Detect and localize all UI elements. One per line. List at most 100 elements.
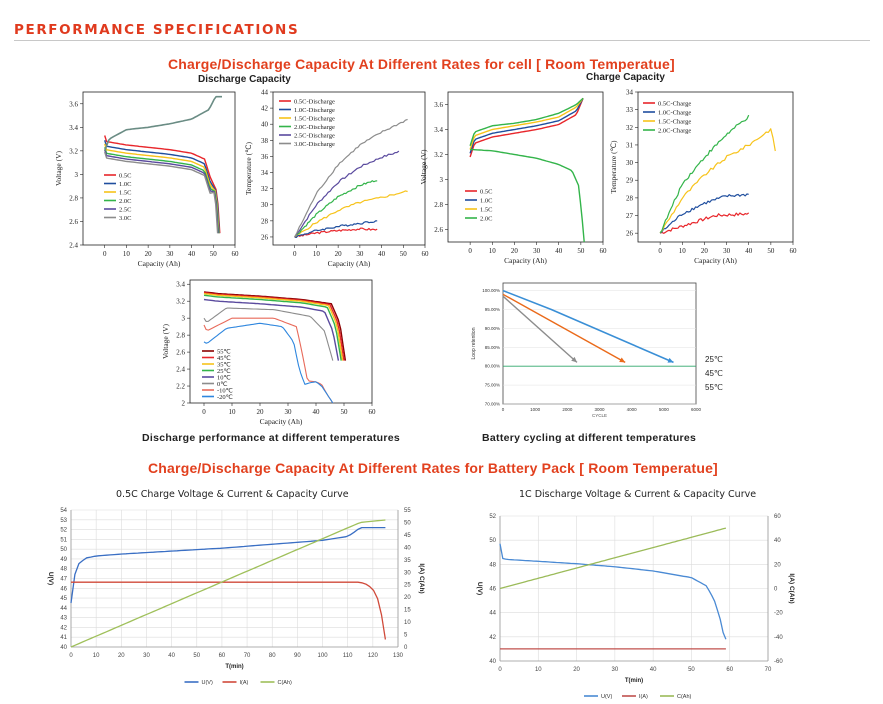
pd-ylabel-right: I(A) C(Ah) [788,573,795,603]
cdtemp-series--10℃ [203,317,334,404]
pd-xtick-label: 30 [612,667,619,673]
cdt-legend-bg [276,96,342,150]
chart-discharge-different-temperatures: 0 10 20 30 40 50 60 2 2.2 2.4 2.6 2.8 3 3.2 3.4 Capacit… [161,279,377,426]
pc-ytick-right: 20 [404,595,411,601]
cdt-xtick-label: 30 [356,250,364,258]
cyc-legend-label: 45℃ [705,369,723,378]
cyc-xtick-label: 5000 [659,407,670,412]
cdv-ytick-label: 2.6 [69,218,78,226]
cdv-legend-label: 3.0C [119,215,131,222]
cct-legend-label: 2.0C-Charge [658,128,691,135]
cyc-ylabel: Loop retention [471,327,477,359]
pc-ytick-left: 54 [60,508,67,514]
pc-ytick-right: 55 [404,508,411,514]
cyc-arrowhead-25℃ [667,357,674,363]
pc-ytick-left: 53 [60,518,67,524]
cct-series-1.0C-Charge [659,193,749,234]
page-header-title: PERFORMANCE SPECIFICATIONS [14,22,300,38]
chart-cell-charge-voltage: 0 10 20 30 40 50 60 2.6 2.8 3 3.2 3.4 3.6 Capacity (A… [419,91,608,265]
cct-ytick-label: 34 [626,89,634,97]
cdtemp-ytick-label: 2.8 [176,332,185,340]
cdtemp-xlabel: Capacity (Ah) [260,417,303,426]
cyc-xtick-label: 2000 [562,407,573,412]
ccv-ytick-label: 2.6 [434,226,443,234]
cyc-xtick-label: 3000 [594,407,605,412]
cdtemp-xtick-label: 60 [369,408,377,416]
ccv-xtick-label: 20 [511,247,519,255]
ccv-frame [447,91,604,243]
pd-xtick-label: 10 [535,667,542,673]
cdtemp-legend-label: 45℃ [217,355,232,362]
cyc-arrowhead-55℃ [571,356,577,363]
ccv-series-1.5C [469,97,584,150]
pd-ytick-left: 46 [489,587,496,593]
cdv-legend-label: 2.0C [119,198,131,205]
cdt-ytick-label: 30 [261,201,269,209]
pc-ytick-left: 43 [60,616,67,622]
ccv-xtick-label: 40 [555,247,563,255]
pc-xtick-label: 90 [294,653,301,659]
cdt-legend-label: 3.0C-Discharge [294,141,335,148]
cct-ylabel: Temperature (℃) [609,140,618,194]
cyc-xtick-label: 6000 [691,407,702,412]
cdtemp-ytick-label: 2 [182,400,186,408]
pc-ytick-right: 40 [404,545,411,551]
cdtemp-series-25℃ [203,294,342,361]
pc-ytick-right: 10 [404,620,411,626]
ccv-xtick-label: 30 [533,247,541,255]
pd-ytick-left: 44 [489,611,496,617]
cdtemp-xtick-label: 0 [202,408,206,416]
cdv-ytick-label: 3.4 [69,124,78,132]
ccv-series-0.5C [469,98,584,158]
pc-ytick-left: 45 [60,596,67,602]
cyc-ytick-label: 90.00% [485,326,500,331]
cct-xtick-label: 60 [790,247,798,255]
cyc-series-25℃ [502,289,674,364]
cdv-xtick-label: 0 [103,250,107,258]
chart-battery-cycling: 0 1000 2000 3000 4000 5000 6000 70.00% 75.00% 80.… [471,282,723,418]
cyc-xtick-label: 0 [502,407,505,412]
cct-series-1.5C-Charge [659,128,776,234]
cdt-ytick-label: 32 [261,185,269,193]
pd-ytick-left: 52 [489,514,496,520]
ccv-xtick-label: 60 [600,247,608,255]
pc-ytick-right: 45 [404,533,411,539]
pc-ytick-right: 5 [404,633,408,639]
pc-legend-label: C(Ah) [278,680,293,686]
pc-xtick-label: 10 [93,653,100,659]
pc-xtick-label: 30 [143,653,150,659]
cct-legend-label: 1.5C-Charge [658,119,691,126]
pc-ytick-right: 30 [404,570,411,576]
cdv-legend-label: 1.5C [119,190,131,197]
cdt-ytick-label: 36 [261,153,269,161]
cct-legend-label: 0.5C-Charge [658,101,691,108]
pd-legend-label: C(Ah) [677,694,692,700]
cct-ytick-label: 33 [626,106,634,114]
pc-xtick-label: 110 [343,653,353,659]
cct-ytick-label: 32 [626,124,634,132]
pd-xtick-label: 20 [573,667,580,673]
cdt-xtick-label: 50 [400,250,408,258]
cct-xtick-label: 40 [745,247,753,255]
pd-legend-label: I(A) [639,694,648,700]
cdv-series-1.5C [104,143,220,234]
cct-series-0.5C-Charge [659,212,750,234]
cdtemp-legend-label: 0℃ [217,381,228,388]
ccv-series-1.0C [469,97,584,154]
pc-ytick-left: 47 [60,577,67,583]
cct-xtick-label: 10 [679,247,687,255]
cdt-xtick-label: 20 [335,250,343,258]
cdtemp-ytick-label: 3.4 [176,281,185,289]
pc-xtick-label: 0 [69,653,73,659]
cdt-ytick-label: 44 [261,89,269,97]
chart-cell-discharge-temperature: 0 10 20 30 40 50 60 26 28 30 32 34 36 38 40 42 44 Capacit… [244,89,429,269]
pc-xtick-label: 50 [193,653,200,659]
cdt-xtick-label: 60 [422,250,430,258]
ccv-ylabel: Voltage (V) [419,149,428,185]
pc-legend-label: U(V) [202,680,213,686]
pd-ytick-right: 20 [774,562,781,568]
ccv-xtick-label: 0 [468,247,472,255]
chart-cell-discharge-voltage: 0 10 20 30 40 50 60 2.4 2.6 2.8 3 3.2 3.4 3.6 Capacity… [54,91,239,268]
